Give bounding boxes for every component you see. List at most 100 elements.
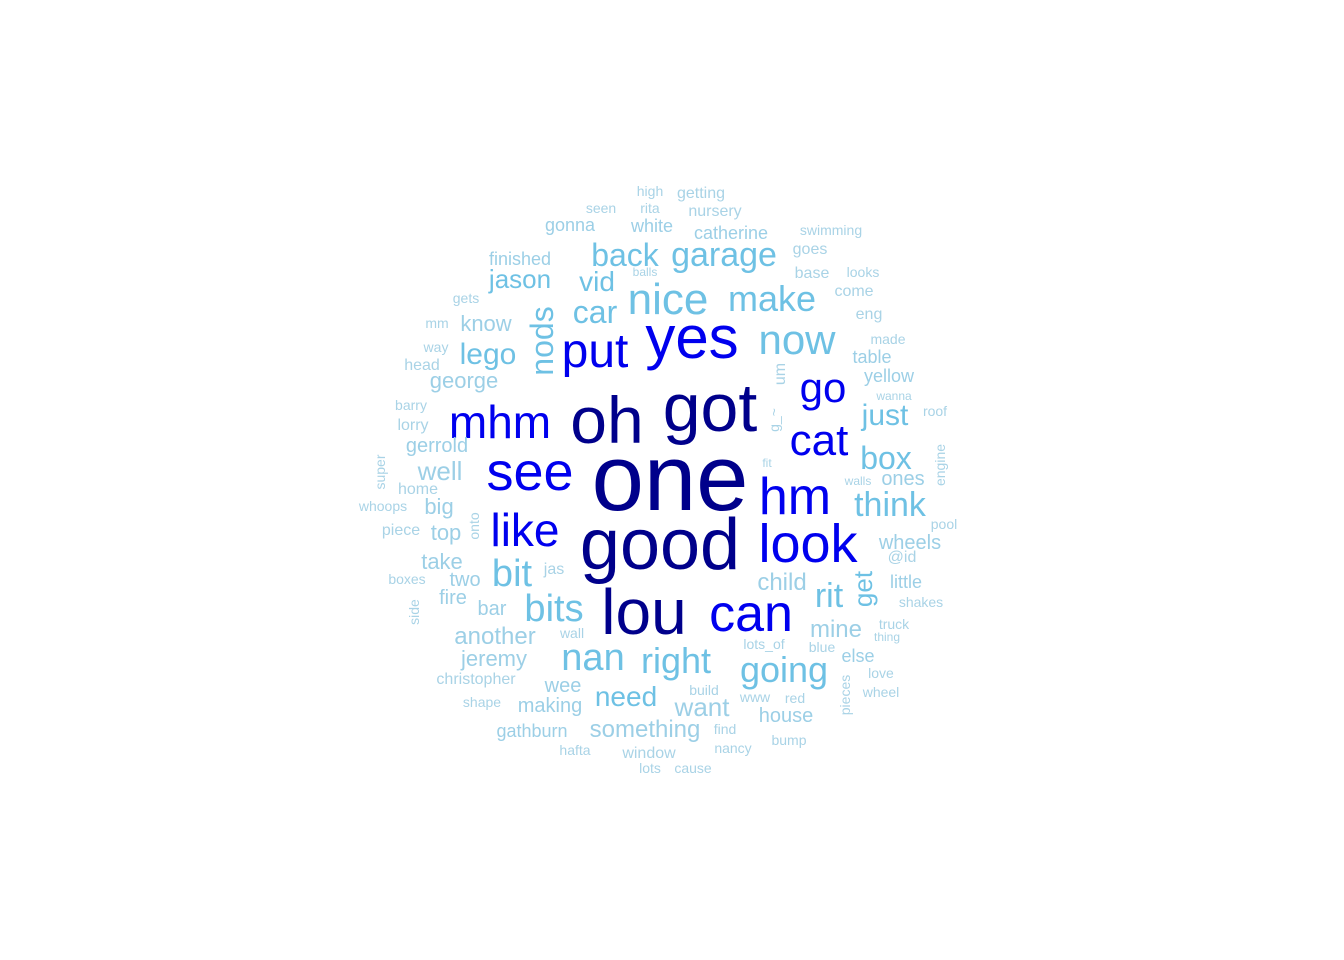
word-gonna: gonna — [544, 215, 596, 235]
word-home: home — [397, 481, 439, 498]
word-going: going — [739, 649, 829, 690]
word-yes: yes — [645, 304, 739, 371]
word-looks: looks — [846, 264, 880, 280]
word-shape: shape — [462, 694, 502, 710]
word-think: think — [854, 486, 926, 524]
word-bits: bits — [524, 588, 584, 630]
word-engine: engine — [932, 443, 948, 487]
word-can: can — [709, 585, 793, 643]
word-fit: fit — [762, 456, 772, 470]
word-high: high — [636, 183, 664, 199]
word-barry: barry — [395, 397, 427, 413]
word-else: else — [841, 646, 875, 666]
word-two: two — [449, 569, 481, 591]
word-christopher: christopher — [436, 671, 516, 688]
word-another: another — [454, 623, 536, 650]
word-something: something — [589, 716, 701, 743]
word-catherine: catherine — [693, 223, 769, 243]
word-know: know — [460, 311, 512, 336]
word-bar: bar — [477, 598, 507, 620]
word-take: take — [421, 549, 463, 574]
word-need: need — [594, 681, 658, 712]
word-jason: jason — [488, 264, 552, 294]
word-lots-of: lots_of — [743, 636, 785, 652]
word-balls: balls — [632, 265, 658, 279]
word-mine: mine — [809, 616, 863, 643]
word-nursery: nursery — [688, 203, 742, 220]
word-love: love — [868, 665, 894, 681]
word-walls: walls — [844, 474, 872, 488]
word-garage: garage — [671, 236, 777, 274]
word-child: child — [757, 569, 807, 596]
word-find: find — [713, 721, 737, 737]
word-ones: ones — [881, 468, 925, 490]
word-truck: truck — [878, 616, 910, 632]
word-eng: eng — [855, 306, 883, 323]
word-fire: fire — [439, 587, 467, 609]
word-get: get — [848, 570, 878, 608]
word-pieces: pieces — [837, 674, 853, 716]
word-oh: oh — [570, 383, 644, 457]
word-nods: nods — [524, 306, 560, 376]
word-like: like — [490, 504, 560, 556]
word-right: right — [640, 640, 712, 681]
word-wanna: wanna — [876, 389, 912, 403]
word-make: make — [727, 278, 817, 319]
word-pool: pool — [930, 516, 958, 532]
word-house: house — [758, 705, 814, 727]
word-bump: bump — [771, 732, 807, 748]
word-red: red — [784, 690, 806, 706]
word-well: well — [417, 456, 463, 486]
word-put: put — [561, 325, 629, 378]
word-seen: seen — [585, 200, 617, 216]
word-gathburn: gathburn — [496, 721, 568, 741]
word-base: base — [794, 265, 830, 282]
word-top: top — [430, 520, 462, 545]
word-www: www — [739, 689, 771, 705]
word-super: super — [372, 454, 388, 490]
word-nancy: nancy — [714, 740, 752, 756]
word-swimming: swimming — [799, 222, 863, 238]
word-made: made — [870, 331, 906, 347]
word-back: back — [591, 237, 659, 273]
word-bit: bit — [491, 553, 533, 595]
word-getting: getting — [676, 185, 726, 202]
word-goes: goes — [792, 241, 828, 258]
word-roof: roof — [922, 403, 948, 419]
word-nice: nice — [627, 275, 709, 324]
word-mhm: mhm — [448, 396, 552, 448]
word-wee: wee — [544, 675, 582, 697]
word-little: little — [889, 572, 923, 592]
word-rit: rit — [814, 577, 844, 615]
word-piece: piece — [381, 522, 421, 539]
word-car: car — [572, 294, 618, 330]
word-lorry: lorry — [397, 417, 429, 434]
word-finished: finished — [488, 249, 552, 269]
word-wheel: wheel — [862, 684, 900, 700]
word-whoops: whoops — [358, 498, 408, 514]
word-see: see — [486, 442, 574, 502]
word-head: head — [404, 357, 440, 374]
word-go: go — [799, 364, 847, 411]
word-one: one — [591, 425, 749, 530]
word-mm: mm — [425, 315, 449, 331]
word-gerrold: gerrold — [405, 435, 469, 457]
word-blue: blue — [808, 639, 836, 655]
word-now: now — [758, 316, 836, 363]
word-thing: thing — [873, 630, 901, 644]
word-build: build — [689, 682, 719, 698]
word-lots: lots — [639, 760, 661, 776]
word-onto: onto — [466, 512, 482, 540]
word-table: table — [852, 347, 892, 367]
word-making: making — [517, 695, 583, 717]
word-shakes: shakes — [898, 594, 944, 610]
word-jas: jas — [543, 561, 565, 578]
word-george: george — [429, 368, 499, 393]
word-got: got — [662, 370, 758, 446]
word-jeremy: jeremy — [460, 646, 528, 671]
word-want: want — [674, 692, 730, 722]
word-white: white — [630, 216, 674, 236]
word-cause: cause — [674, 760, 712, 776]
word-big: big — [424, 494, 454, 519]
word-wall: wall — [559, 625, 585, 641]
